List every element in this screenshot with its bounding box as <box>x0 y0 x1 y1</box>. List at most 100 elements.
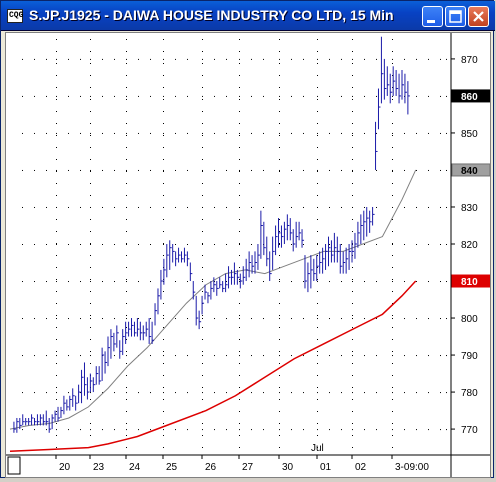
grid-dot <box>341 95 342 97</box>
grid-dot <box>150 169 151 171</box>
grid-dot <box>68 132 69 134</box>
grid-dot <box>126 75 127 76</box>
chart-area[interactable]: 770 780 790 800 810 820 830 840 850 860 870 20 23 24… <box>5 32 491 478</box>
grid-dot <box>279 279 280 280</box>
grid-dot <box>126 351 127 352</box>
grid-dot <box>22 206 23 208</box>
grid-dot <box>46 281 47 283</box>
grid-dot <box>202 315 203 316</box>
price-bar <box>398 73 402 104</box>
grid-dot <box>279 51 280 52</box>
grid-dot <box>416 58 417 60</box>
grid-dot <box>90 303 91 304</box>
grid-dot <box>279 195 280 196</box>
cqg-app-icon[interactable]: CQG <box>7 9 23 23</box>
grid-dot <box>34 355 35 357</box>
grid-dot <box>239 63 240 64</box>
grid-dot <box>56 244 57 245</box>
price-bar <box>78 384 81 404</box>
grid-dot <box>202 429 203 431</box>
grid-dot <box>214 206 215 208</box>
grid-dot <box>239 135 240 136</box>
price-bar <box>333 232 337 263</box>
grid-dot <box>364 429 365 431</box>
minimize-button[interactable] <box>422 6 443 27</box>
close-button[interactable] <box>468 6 489 27</box>
grid-dot <box>416 392 417 394</box>
grid-dot <box>279 351 280 352</box>
grid-dot <box>163 387 164 388</box>
grid-dot <box>202 267 203 268</box>
grid-dot <box>214 244 215 245</box>
grid-dot <box>446 206 447 208</box>
grid-dot <box>202 123 203 124</box>
grid-dot <box>317 99 318 100</box>
price-bar <box>16 417 19 433</box>
title-bar[interactable]: CQG S.JP.J1925 - DAIWA HOUSE INDUSTRY CO… <box>1 1 495 31</box>
price-bar <box>366 206 369 237</box>
grid-dot <box>80 95 81 97</box>
grid-dot <box>239 375 240 376</box>
price-bar <box>213 277 216 293</box>
scroll-box[interactable] <box>7 456 21 475</box>
grid-dot <box>163 435 164 436</box>
grid-dot <box>138 132 139 134</box>
grid-dot <box>251 318 252 320</box>
price-bar <box>336 236 340 263</box>
grid-dot <box>56 51 57 52</box>
grid-dot <box>279 87 280 88</box>
grid-dot <box>163 123 164 124</box>
grid-dot <box>90 169 91 171</box>
grid-dot <box>56 279 57 280</box>
grid-dot <box>163 51 164 52</box>
grid-dot <box>22 169 23 171</box>
grid-dot <box>404 281 405 283</box>
maximize-button[interactable] <box>445 6 466 27</box>
grid-dot <box>80 318 81 320</box>
grid-dot <box>279 63 280 64</box>
grid-dot <box>163 375 164 376</box>
grid-dot <box>239 339 240 340</box>
grid-dot <box>56 147 57 148</box>
grid-dot <box>90 207 91 208</box>
grid-dot <box>428 318 429 320</box>
grid-dot <box>352 423 353 424</box>
grid-dot <box>364 206 365 208</box>
grid-dot <box>163 423 164 424</box>
grid-dot <box>163 339 164 340</box>
fast-ma-line <box>9 169 417 430</box>
grid-dot <box>317 51 318 52</box>
grid-dot <box>392 363 393 364</box>
grid-dot <box>279 183 280 184</box>
price-chart[interactable]: 770 780 790 800 810 820 830 840 850 860 870 20 23 24… <box>6 33 491 477</box>
grid-dot <box>187 281 188 283</box>
grid-dot <box>163 207 164 208</box>
grid-dot <box>102 244 103 245</box>
grid-dot <box>352 132 353 134</box>
grid-dot <box>80 206 81 208</box>
price-bar <box>34 417 37 426</box>
grid-dot <box>90 195 91 196</box>
grid-dot <box>214 429 215 431</box>
grid-dot <box>56 339 57 340</box>
grid-dot <box>46 244 47 245</box>
grid-dot <box>163 291 164 292</box>
grid-dot <box>90 399 91 400</box>
grid-dot <box>90 281 91 283</box>
grid-dot <box>126 355 127 357</box>
grid-dot <box>352 111 353 112</box>
grid-dot <box>126 99 127 100</box>
grid-dot <box>150 206 151 208</box>
grid-dot <box>114 244 115 245</box>
grid-dot <box>279 423 280 424</box>
grid-dot <box>187 132 188 134</box>
grid-dot <box>90 111 91 112</box>
grid-dot <box>329 244 330 245</box>
grid-dot <box>364 355 365 357</box>
grid-dot <box>392 423 393 424</box>
grid-dot <box>56 411 57 412</box>
grid-dot <box>214 355 215 357</box>
price-bar <box>316 255 319 282</box>
grid-dot <box>138 429 139 431</box>
grid-dot <box>56 207 57 208</box>
